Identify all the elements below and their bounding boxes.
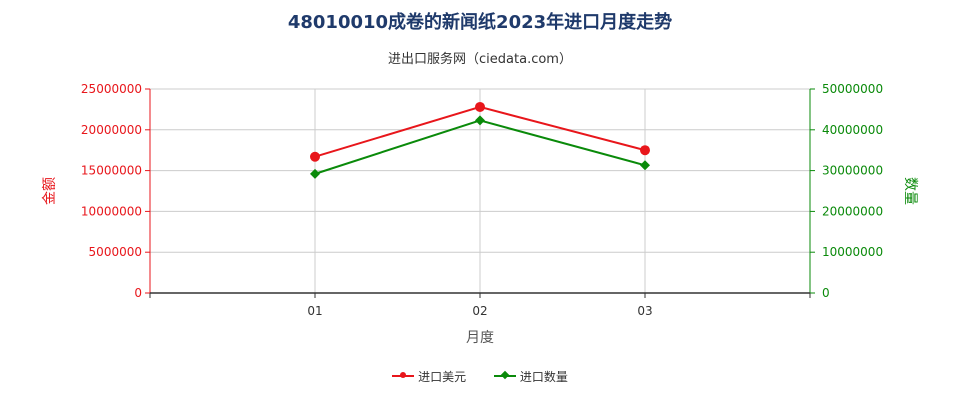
chart-subtitle: 进出口服务网（ciedata.com） <box>388 52 572 67</box>
left-axis-title: 金额 <box>42 177 58 205</box>
right-tick-label: 0 <box>822 286 830 300</box>
series-0-point <box>640 145 650 156</box>
right-tick-label: 30000000 <box>822 164 883 178</box>
left-tick-label: 25000000 <box>81 82 142 96</box>
x-axis-title: 月度 <box>466 330 494 346</box>
left-tick-label: 15000000 <box>81 164 142 178</box>
left-tick-label: 5000000 <box>89 245 142 259</box>
right-tick-label: 40000000 <box>822 123 883 137</box>
legend: 进口美元 进口数量 <box>0 366 960 385</box>
series-1-point <box>310 168 320 179</box>
left-tick-label: 0 <box>134 286 142 300</box>
left-tick-label: 10000000 <box>81 204 142 218</box>
series-1-point <box>475 115 485 126</box>
right-tick-label: 20000000 <box>822 204 883 218</box>
left-tick-label: 20000000 <box>81 123 142 137</box>
right-tick-label: 10000000 <box>822 245 883 259</box>
legend-label-import-qty: 进口数量 <box>519 369 568 384</box>
right-axis-title: 数量 <box>902 177 918 205</box>
legend-swatch-import-usd <box>392 372 415 378</box>
series-1-point <box>640 160 650 171</box>
x-tick-label: 01 <box>307 304 322 318</box>
legend-item-import-qty[interactable]: 进口数量 <box>493 368 568 385</box>
legend-label-import-usd: 进口美元 <box>418 369 467 384</box>
series-0-point <box>310 151 320 162</box>
right-tick-label: 50000000 <box>822 82 883 96</box>
x-tick-label: 02 <box>472 304 487 318</box>
chart-title: 48010010成卷的新闻纸2023年进口月度走势 <box>287 12 673 33</box>
legend-item-import-usd[interactable]: 进口美元 <box>392 368 466 385</box>
legend-swatch-import-qty <box>493 370 516 380</box>
x-tick-label: 03 <box>637 304 652 318</box>
series-0-point <box>475 101 485 112</box>
